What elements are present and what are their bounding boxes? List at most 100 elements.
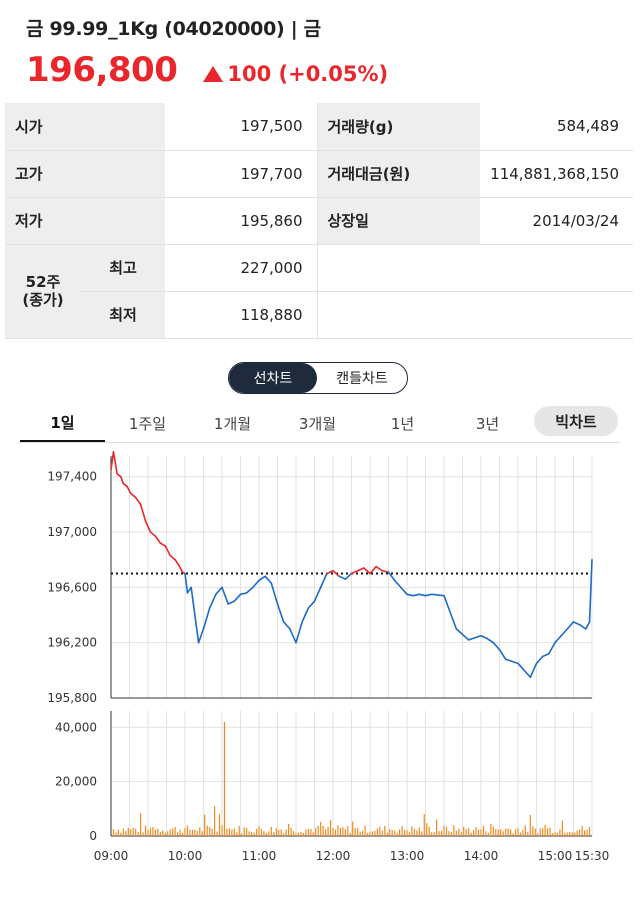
volume-bar — [542, 828, 544, 836]
price-row: 196,800 100 (+0.05%) — [26, 50, 388, 90]
volume-bar — [450, 832, 452, 836]
price-line-segment — [588, 558, 593, 623]
price-line-segment — [418, 593, 427, 597]
volume-bar — [588, 826, 591, 836]
price-line-segment — [208, 593, 217, 609]
price-line-segment — [424, 593, 433, 597]
candle-chart-toggle[interactable]: 캔들차트 — [336, 371, 388, 387]
empty-cell — [317, 291, 633, 339]
volume-bar — [191, 829, 193, 836]
volume-bar — [571, 832, 573, 836]
price-line-segment — [356, 567, 365, 572]
table-row: 고가 197,700 거래대금(원) 114,881,368,150 — [5, 150, 633, 198]
volume-bar — [403, 829, 406, 836]
volume-bar — [228, 828, 230, 836]
price-line-segment — [252, 579, 260, 589]
tab-1w[interactable]: 1주일 — [128, 414, 167, 433]
price-line-segment — [154, 535, 162, 544]
price-line-segment — [233, 593, 242, 602]
volume-bar — [135, 828, 137, 836]
price-line-segment — [227, 600, 236, 605]
tab-3m[interactable]: 3개월 — [298, 414, 337, 433]
price-line-segment — [307, 600, 316, 609]
volume-bar — [458, 828, 460, 836]
period-tabs: 1일 1주일 1개월 3개월 1년 3년 빅차트 — [20, 404, 620, 442]
line-chart-toggle[interactable]: 선차트 — [229, 363, 317, 393]
big-chart-button[interactable]: 빅차트 — [534, 406, 618, 436]
price-line-segment — [319, 572, 328, 589]
volume-bar — [218, 814, 221, 836]
price-line-segment — [301, 607, 310, 623]
y-tick-label: 195,800 — [47, 691, 97, 705]
tab-1d[interactable]: 1일 — [20, 404, 105, 442]
volume-bar — [159, 832, 161, 836]
volume-bar — [470, 832, 472, 836]
empty-cell — [317, 244, 633, 292]
volume-bar — [329, 820, 332, 836]
volume-bar — [391, 830, 393, 836]
price-line-segment — [276, 603, 285, 623]
volume-bar — [214, 806, 216, 836]
volume-bar — [532, 826, 534, 836]
volume-bar — [142, 832, 144, 836]
volume-bar — [317, 825, 319, 836]
volume-bar — [519, 832, 522, 836]
price-line-segment — [215, 586, 223, 596]
volume-bar — [561, 820, 563, 836]
volume-bar — [529, 814, 531, 836]
price-line-segment — [194, 614, 200, 644]
volume-bar — [147, 829, 149, 836]
price-line-segment — [535, 655, 544, 665]
price-line-segment — [529, 662, 538, 679]
tab-1y[interactable]: 1년 — [390, 414, 415, 433]
volume-tick-label: 0 — [89, 829, 97, 843]
price-line-segment — [120, 475, 125, 485]
price-line-segment — [560, 628, 569, 637]
volume-bar — [162, 830, 164, 836]
volume-bar — [117, 829, 119, 836]
volume-bar — [164, 832, 166, 836]
volume-bar — [490, 823, 492, 836]
volume-bar — [369, 831, 371, 836]
price-line-segment — [258, 575, 266, 582]
volume-bar — [125, 830, 127, 836]
volume-bar — [431, 832, 433, 836]
volume-bar — [468, 828, 470, 836]
volume-bar — [122, 828, 124, 836]
table-row: 저가 195,860 상장일 2014/03/24 — [5, 197, 633, 245]
volume-bar — [534, 828, 536, 836]
volume-bar — [510, 829, 512, 836]
price-line-segment — [289, 628, 297, 644]
volume-bar — [196, 831, 198, 836]
volume-bar — [364, 825, 366, 836]
volume-bar — [268, 831, 270, 836]
price-line-segment — [326, 569, 334, 575]
volume-bar — [179, 829, 181, 836]
volume-bar — [497, 829, 499, 836]
volume-bar — [290, 827, 292, 836]
volume-bar — [551, 833, 554, 836]
volume-bar — [438, 831, 440, 836]
volume-bar — [401, 825, 403, 836]
volume-bar — [448, 831, 450, 836]
volume-bar — [354, 827, 356, 836]
week52-label-line2: (종가) — [22, 291, 64, 309]
volume-bar — [379, 826, 381, 836]
volume-bar — [292, 831, 295, 836]
volume-bar — [263, 831, 265, 836]
price-line-segment — [202, 607, 211, 630]
tab-3y[interactable]: 3년 — [475, 414, 500, 433]
x-tick-label: 11:00 — [242, 849, 277, 863]
volume-bar — [320, 821, 322, 836]
volume-bar — [396, 832, 398, 836]
volume-bar — [154, 829, 156, 836]
current-price: 196,800 — [26, 50, 178, 90]
volume-bar — [255, 828, 258, 836]
week52-low-value: 118,880 — [165, 291, 318, 339]
price-line-segment — [197, 628, 205, 644]
tab-1m[interactable]: 1개월 — [213, 414, 252, 433]
volume-bar — [440, 830, 443, 836]
chart-type-toggle: 선차트 캔들차트 — [228, 362, 408, 394]
volume-bar — [285, 829, 287, 836]
price-line-segment — [221, 586, 229, 605]
